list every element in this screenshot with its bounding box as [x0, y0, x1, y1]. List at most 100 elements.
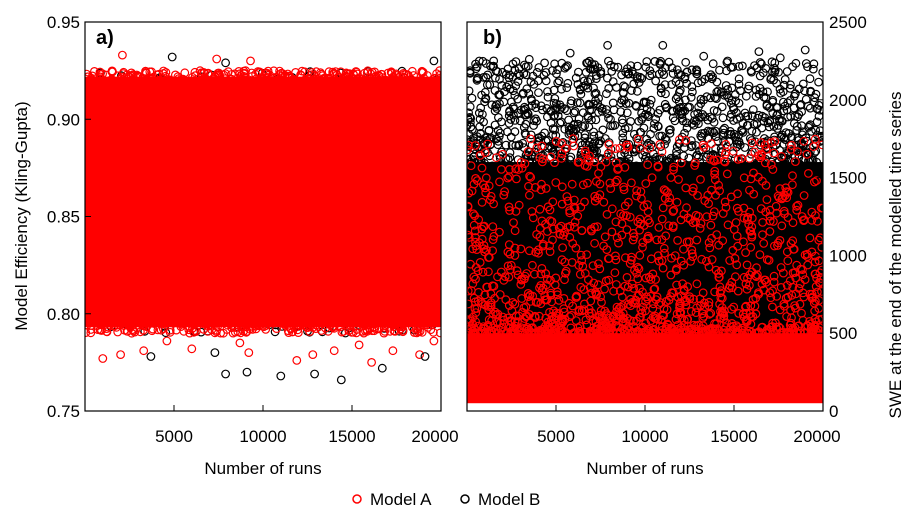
model-a-point [811, 251, 820, 261]
model-a-point [775, 323, 785, 333]
model-a-point [283, 326, 293, 336]
model-a-point [745, 270, 755, 280]
model-a-point [576, 250, 586, 260]
model-a-point [756, 204, 766, 214]
model-b-point [242, 367, 252, 377]
model-b-point [563, 78, 573, 88]
model-a-point [815, 233, 823, 243]
model-a-point [241, 66, 251, 76]
model-a-point [673, 235, 682, 245]
model-a-point [699, 312, 709, 321]
model-a-point [557, 153, 566, 163]
model-a-point [551, 178, 561, 187]
model-a-point [699, 142, 709, 152]
model-a-point [235, 338, 245, 348]
model-b-point [649, 123, 659, 133]
model-a-point [691, 217, 700, 227]
panel-b-x-axis-title: Number of runs [586, 459, 703, 478]
model-a-point [535, 204, 545, 214]
model-a-point [517, 275, 526, 285]
model-b-point [666, 153, 676, 163]
model-a-point [369, 314, 379, 323]
model-a-point [629, 284, 639, 293]
model-a-point [162, 336, 172, 346]
model-a-point [587, 226, 596, 236]
model-b-point [503, 64, 513, 74]
model-a-point [671, 315, 681, 324]
model-b-point [586, 144, 595, 154]
model-a-point [479, 240, 489, 250]
model-a-point [246, 56, 255, 66]
model-a-point [607, 204, 617, 214]
model-a-point [745, 226, 755, 236]
model-b-point [706, 93, 715, 103]
model-b-point [589, 127, 598, 137]
model-b-point [514, 141, 523, 151]
model-a-point [775, 184, 785, 194]
model-a-point [329, 84, 339, 93]
y-tick-label: 1000 [829, 246, 867, 265]
model-a-point [535, 232, 545, 242]
model-a-point [418, 67, 428, 77]
x-tick-label: 10000 [621, 427, 668, 446]
model-a-point [471, 233, 480, 242]
model-a-point [612, 302, 622, 312]
model-b-point [770, 67, 780, 77]
model-a-point [526, 134, 535, 144]
x-tick-label: 20000 [411, 427, 458, 446]
model-b-point [589, 83, 598, 93]
model-a-point [742, 260, 752, 270]
model-b-point [810, 93, 820, 103]
model-b-point [565, 48, 575, 58]
model-b-point [813, 163, 823, 173]
model-a-point [353, 69, 362, 79]
model-a-point [580, 146, 590, 156]
model-a-point [496, 267, 506, 277]
model-a-point [732, 260, 742, 270]
model-a-point [102, 327, 112, 337]
model-a-point [505, 206, 515, 215]
model-b-point [740, 108, 750, 118]
model-a-point [714, 180, 723, 190]
model-a-point [592, 176, 601, 186]
model-b-point [594, 107, 603, 117]
model-b-point [667, 80, 677, 89]
model-b-point [788, 62, 797, 72]
model-a-point [607, 320, 616, 330]
model-a-point [435, 70, 441, 80]
model-a-point [233, 318, 242, 328]
model-b-point [757, 171, 767, 181]
y-tick-label: 0 [829, 402, 838, 421]
model-b-point [673, 92, 682, 102]
model-a-point [762, 255, 772, 265]
model-a-point [659, 243, 669, 253]
model-a-point [259, 81, 269, 91]
model-b-point [520, 102, 529, 112]
model-a-point [643, 207, 653, 217]
model-b-point [522, 84, 532, 94]
model-a-point [288, 307, 298, 316]
model-a-point [690, 158, 700, 168]
model-a-point [117, 72, 127, 82]
model-a-point [526, 323, 536, 333]
model-b-point [626, 61, 636, 70]
model-a-point [672, 280, 681, 290]
model-a-point [594, 168, 603, 178]
model-a-point [205, 320, 215, 330]
model-a-point [628, 235, 638, 245]
model-a-point [620, 281, 630, 291]
model-a-point [664, 295, 674, 305]
model-b-point [738, 118, 748, 128]
model-b-point [800, 45, 810, 55]
model-b-point [551, 104, 560, 114]
model-a-point [786, 318, 796, 328]
model-b-point [752, 127, 761, 137]
model-a-point [137, 320, 147, 329]
model-a-point [545, 247, 555, 257]
model-a-point [526, 172, 536, 182]
model-b-point [692, 116, 701, 126]
model-a-point [540, 295, 550, 305]
model-a-point [708, 211, 718, 221]
model-a-point [168, 85, 178, 94]
model-a-point [806, 319, 816, 329]
